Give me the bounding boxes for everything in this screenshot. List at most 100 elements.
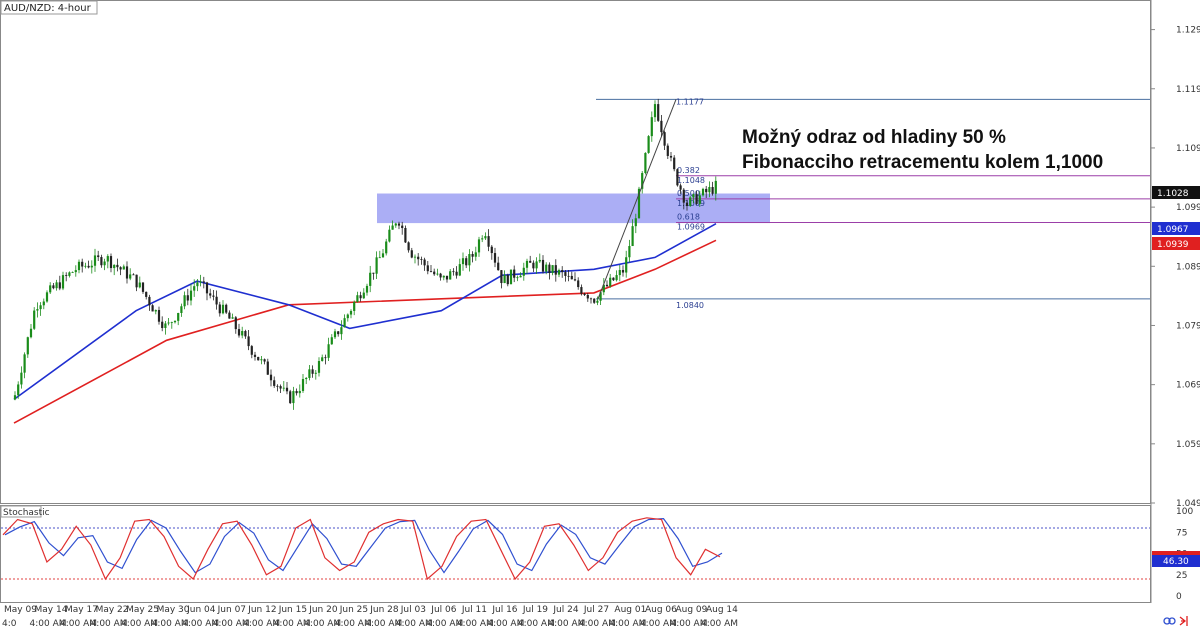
candle-body [567,275,570,277]
candle-body [612,277,615,281]
date-label: Jun 28 [369,605,399,615]
candle-body [701,188,705,196]
candle-body [429,271,433,272]
candle-body [68,272,71,276]
candle-body [314,372,317,374]
candle-body [337,331,340,335]
price-tick-label: 1.0595 [1176,440,1200,450]
candle-body [135,274,138,288]
candle-body [583,293,586,295]
date-label: Jul 03 [400,605,426,615]
date-label: Aug 14 [706,605,738,615]
time-label: 4:00 AM [518,619,555,628]
candle-body [97,255,100,258]
candlestick-series [13,98,717,410]
candle-body [423,259,426,266]
candle-body [74,270,77,273]
candle-body [308,369,311,378]
candle-body [397,223,401,226]
candle-body [465,258,468,266]
candle-body [420,259,423,261]
candle-body [570,275,573,280]
candle-body [676,169,679,186]
candle-body [292,391,295,404]
fib-price-label: 1.0969 [677,223,705,232]
candle-body [39,305,42,310]
candle-body [477,239,481,253]
candle-body [605,284,609,287]
fibonacci-retracement[interactable]: 1.11771.08400.3821.10480.5001.10090.6181… [596,97,1150,310]
candle-body [695,194,698,204]
candle-body [541,259,545,272]
candle-body [663,132,666,146]
candle-body [231,317,234,319]
candle-body [599,292,602,301]
candle-body [401,225,404,229]
candle-body [641,173,644,189]
candle-body [205,282,209,294]
candle-body [602,284,605,293]
candle-body [228,312,231,319]
scroll-to-end-icon[interactable] [1179,616,1188,626]
candle-body [445,275,449,280]
candle-body [637,188,641,219]
candle-body [631,226,634,247]
time-label: 4:00 AM [548,619,585,628]
candle-body [516,277,519,279]
candle-body [439,273,442,278]
candle-body [657,104,660,121]
candle-body [625,257,628,273]
candle-body [714,180,717,194]
time-label: 4:00 AM [487,619,524,628]
candle-body [106,256,109,262]
resistance-zone[interactable] [377,193,770,224]
date-label: May 30 [157,605,190,615]
candle-body [388,229,391,242]
date-label: Aug 01 [614,605,646,615]
candle-body [276,385,279,387]
current-price-tag: 1.1028 [1152,186,1200,199]
candle-body [577,280,580,288]
candle-body [244,331,247,337]
date-label: May 25 [126,605,159,615]
date-label: May 22 [96,605,129,615]
time-label: 4:00 AM [91,619,128,628]
candle-body [221,304,225,314]
candle-body [215,296,218,305]
candle-body [273,380,276,386]
candle-body [212,295,215,297]
candle-body [468,254,471,266]
stochastic-tick-label: 0 [1176,592,1182,602]
candle-body [84,265,87,267]
candle-body [487,236,490,247]
candle-body [452,271,455,273]
candle-body [497,262,500,271]
candle-body [113,264,116,269]
candle-body [199,281,202,283]
stochastic-value: 46.30 [1163,557,1189,567]
candle-body [535,261,538,269]
candle-body [554,265,557,275]
link-icon[interactable] [1163,617,1176,625]
date-axis: May 09 4:0 May 14 4:00 AM May 17 4:00 AM May 2… [2,605,738,628]
candle-body [650,117,653,137]
candle-body [522,267,525,276]
candle-body [170,322,173,324]
candle-body [61,275,65,289]
candle-body [52,285,55,289]
candle-body [685,202,689,206]
candle-body [257,356,260,361]
time-label: 4:00 AM [213,619,250,628]
candle-body [410,250,413,258]
candle-body [529,260,532,263]
candle-body [404,228,407,243]
candle-body [484,236,487,239]
candle-body [167,322,170,324]
candle-body [586,294,589,299]
candle-body [689,197,692,206]
date-label: May 14 [35,605,68,615]
candle-body [161,321,164,328]
candle-body [103,261,106,266]
candle-body [58,282,61,289]
